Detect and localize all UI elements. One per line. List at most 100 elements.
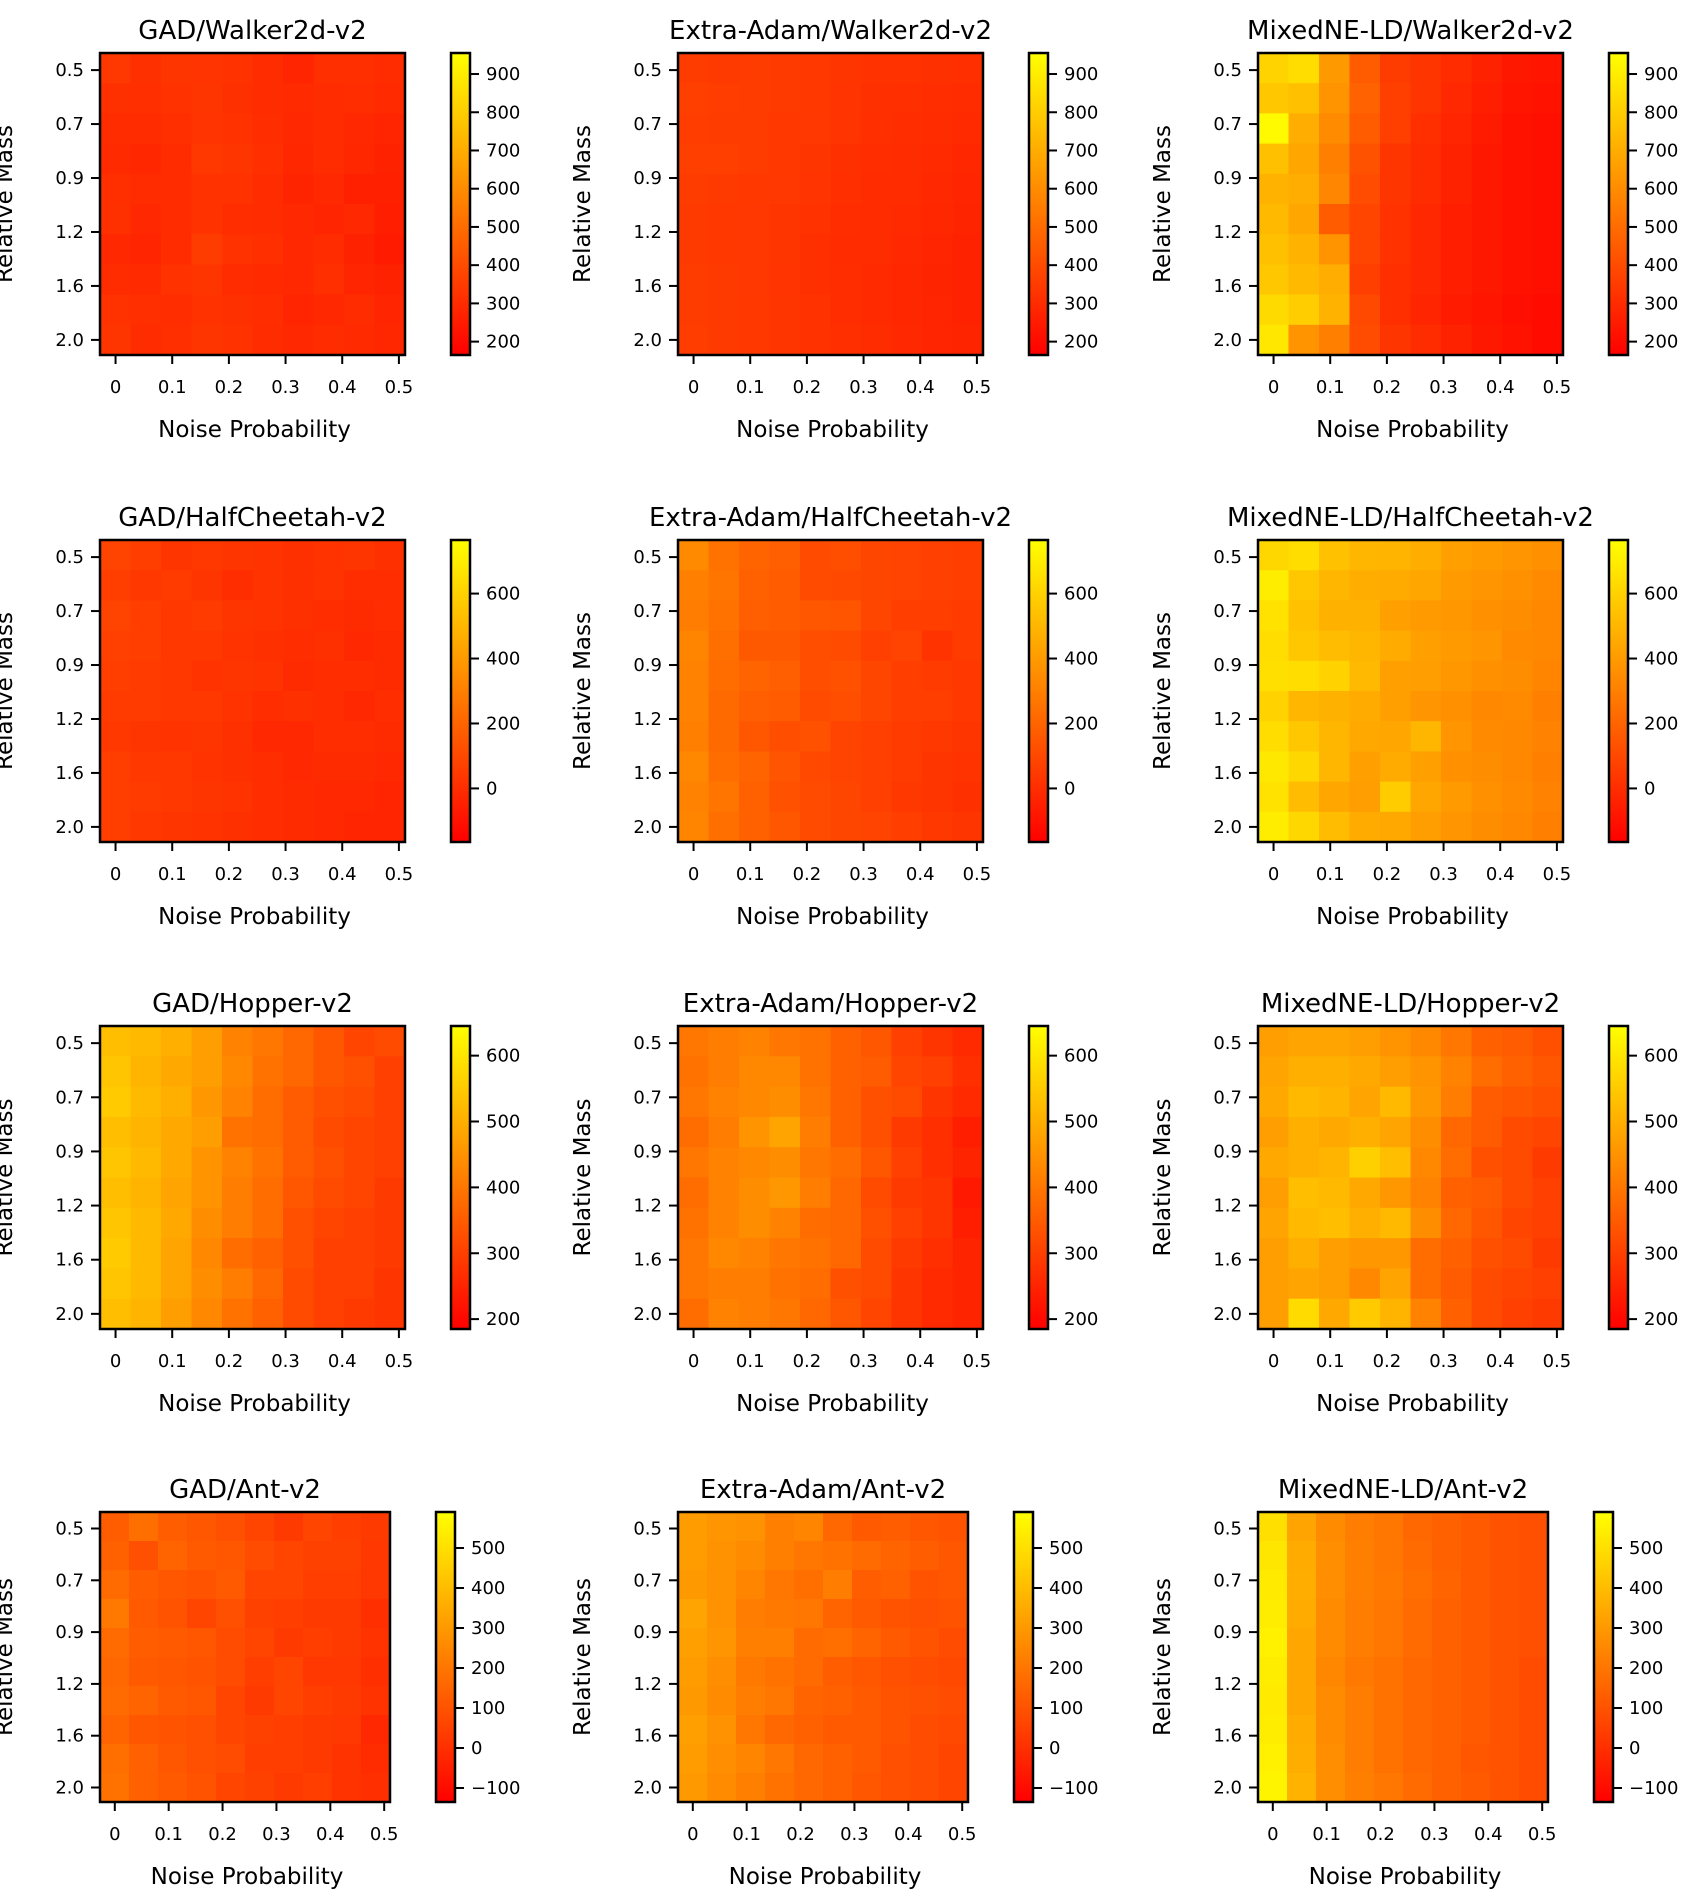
heatmap-cell — [1532, 630, 1564, 662]
heatmap-cell — [1258, 630, 1290, 662]
heatmap-cell — [794, 1715, 824, 1745]
heatmap-cell — [303, 1628, 333, 1658]
heatmap-cell — [1288, 751, 1320, 783]
heatmap-cell — [800, 630, 832, 662]
heatmap-cell — [922, 1207, 954, 1239]
colorbar-tick-label: 700 — [1644, 140, 1678, 161]
heatmap-cell — [1349, 540, 1381, 571]
heatmap-cell — [283, 781, 315, 813]
heatmap-cell — [922, 1147, 954, 1179]
heatmap-cell — [313, 751, 345, 783]
heatmap-cell — [1319, 1238, 1351, 1269]
heatmap-cell — [952, 143, 984, 175]
heatmap-cell — [891, 540, 923, 571]
y-tick-label: 1.6 — [1213, 1726, 1242, 1747]
x-tick-label: 0 — [110, 1351, 121, 1372]
heatmap-cell — [739, 324, 771, 356]
heatmap-cell — [708, 53, 740, 84]
heatmap-cell — [1380, 540, 1412, 571]
plot-frame — [1256, 538, 1565, 844]
heatmap-cell — [769, 751, 801, 783]
heatmap-cell — [769, 53, 801, 84]
heatmap-cell — [303, 1541, 333, 1571]
heatmap-cell — [1319, 751, 1351, 783]
heatmap-cell — [1288, 691, 1320, 722]
heatmap-cell — [1316, 1773, 1346, 1803]
heatmap-cell — [830, 811, 862, 843]
heatmap-panel: MixedNE-LD/Hopper-v2 0 0.1 0.2 0.3 0.4 0.5 0.5 0… — [1150, 989, 1678, 1417]
heatmap-cell — [800, 53, 832, 84]
heatmap-cell — [800, 1026, 832, 1057]
heatmap-cell — [100, 173, 132, 205]
heatmap-cell — [830, 1056, 862, 1088]
heatmap-cell — [100, 1298, 132, 1330]
heatmap-cell — [1345, 1628, 1375, 1658]
colorbar-tick-label: 600 — [1064, 179, 1098, 200]
heatmap-cell — [161, 600, 193, 632]
heatmap-cell — [861, 1026, 893, 1057]
panel-title: GAD/Walker2d-v2 — [138, 16, 366, 46]
heatmap-cell — [852, 1715, 882, 1745]
heatmap-cell — [1319, 1207, 1351, 1239]
colorbar-tick-label: 100 — [1049, 1698, 1083, 1719]
heatmap-cell — [283, 173, 315, 205]
heatmap-cell — [1410, 1238, 1442, 1269]
y-tick-label: 0.7 — [55, 1570, 84, 1591]
heatmap-cell — [769, 1268, 801, 1300]
x-tick-label: 0.4 — [906, 1351, 935, 1372]
plot-frame — [98, 538, 407, 844]
heatmap-cell — [161, 1238, 193, 1269]
heatmap-cell — [765, 1773, 795, 1803]
heatmap-cell — [1502, 143, 1534, 175]
colorbar-tick-label: 500 — [1644, 1112, 1678, 1133]
y-tick-label: 0.5 — [55, 60, 84, 81]
heatmap-cell — [161, 1026, 193, 1057]
y-tick-label: 1.2 — [55, 1196, 84, 1217]
heatmap-cell — [1258, 1026, 1290, 1057]
heatmap-cell — [245, 1657, 275, 1687]
heatmap-cell — [708, 1268, 740, 1300]
heatmap-cell — [1258, 1116, 1290, 1148]
x-tick-label: 0.4 — [906, 864, 935, 885]
heatmap-cell — [332, 1744, 362, 1774]
heatmap-cell — [910, 1512, 940, 1542]
heatmap-cell — [1502, 113, 1534, 145]
heatmap-cell — [130, 721, 162, 752]
heatmap-cell — [283, 1026, 315, 1057]
x-tick-label: 0.4 — [1486, 864, 1515, 885]
heatmap-cell — [344, 660, 376, 692]
heatmap-cell — [708, 113, 740, 145]
heatmap-cell — [922, 264, 954, 296]
heatmap-cell — [222, 811, 254, 843]
colorbar-tick-label: 400 — [486, 255, 520, 276]
y-tick-label: 0.7 — [1213, 1087, 1242, 1108]
x-tick-label: 0.5 — [370, 1824, 399, 1845]
heatmap-cell — [191, 600, 223, 632]
heatmap-cell — [129, 1599, 159, 1629]
heatmap-cell — [1288, 173, 1320, 205]
heatmap-cell — [891, 294, 923, 326]
heatmap-cell — [708, 1147, 740, 1179]
heatmap-cell — [708, 721, 740, 752]
heatmap-cell — [1380, 751, 1412, 783]
heatmap-cell — [1410, 264, 1442, 296]
heatmap-cell — [374, 1298, 406, 1330]
heatmap-cell — [830, 691, 862, 722]
heatmap-cell — [130, 1056, 162, 1088]
heatmap-cell — [303, 1599, 333, 1629]
y-tick-label: 0.5 — [633, 60, 662, 81]
heatmap-cell — [245, 1744, 275, 1774]
heatmap-cell — [678, 1744, 708, 1774]
heatmap-cell — [739, 173, 771, 205]
heatmap-cell — [1432, 1773, 1462, 1803]
heatmap-cell — [1288, 1298, 1320, 1330]
heatmap-cell — [130, 83, 162, 114]
colorbar-tick-label: 600 — [1644, 1046, 1678, 1067]
heatmap-cell — [222, 83, 254, 114]
heatmap-cell — [1441, 630, 1473, 662]
plot-frame — [676, 1510, 970, 1804]
heatmap-cell — [161, 294, 193, 326]
heatmap-cell — [891, 781, 923, 813]
heatmap-cell — [187, 1599, 217, 1629]
heatmap-cell — [158, 1512, 188, 1542]
